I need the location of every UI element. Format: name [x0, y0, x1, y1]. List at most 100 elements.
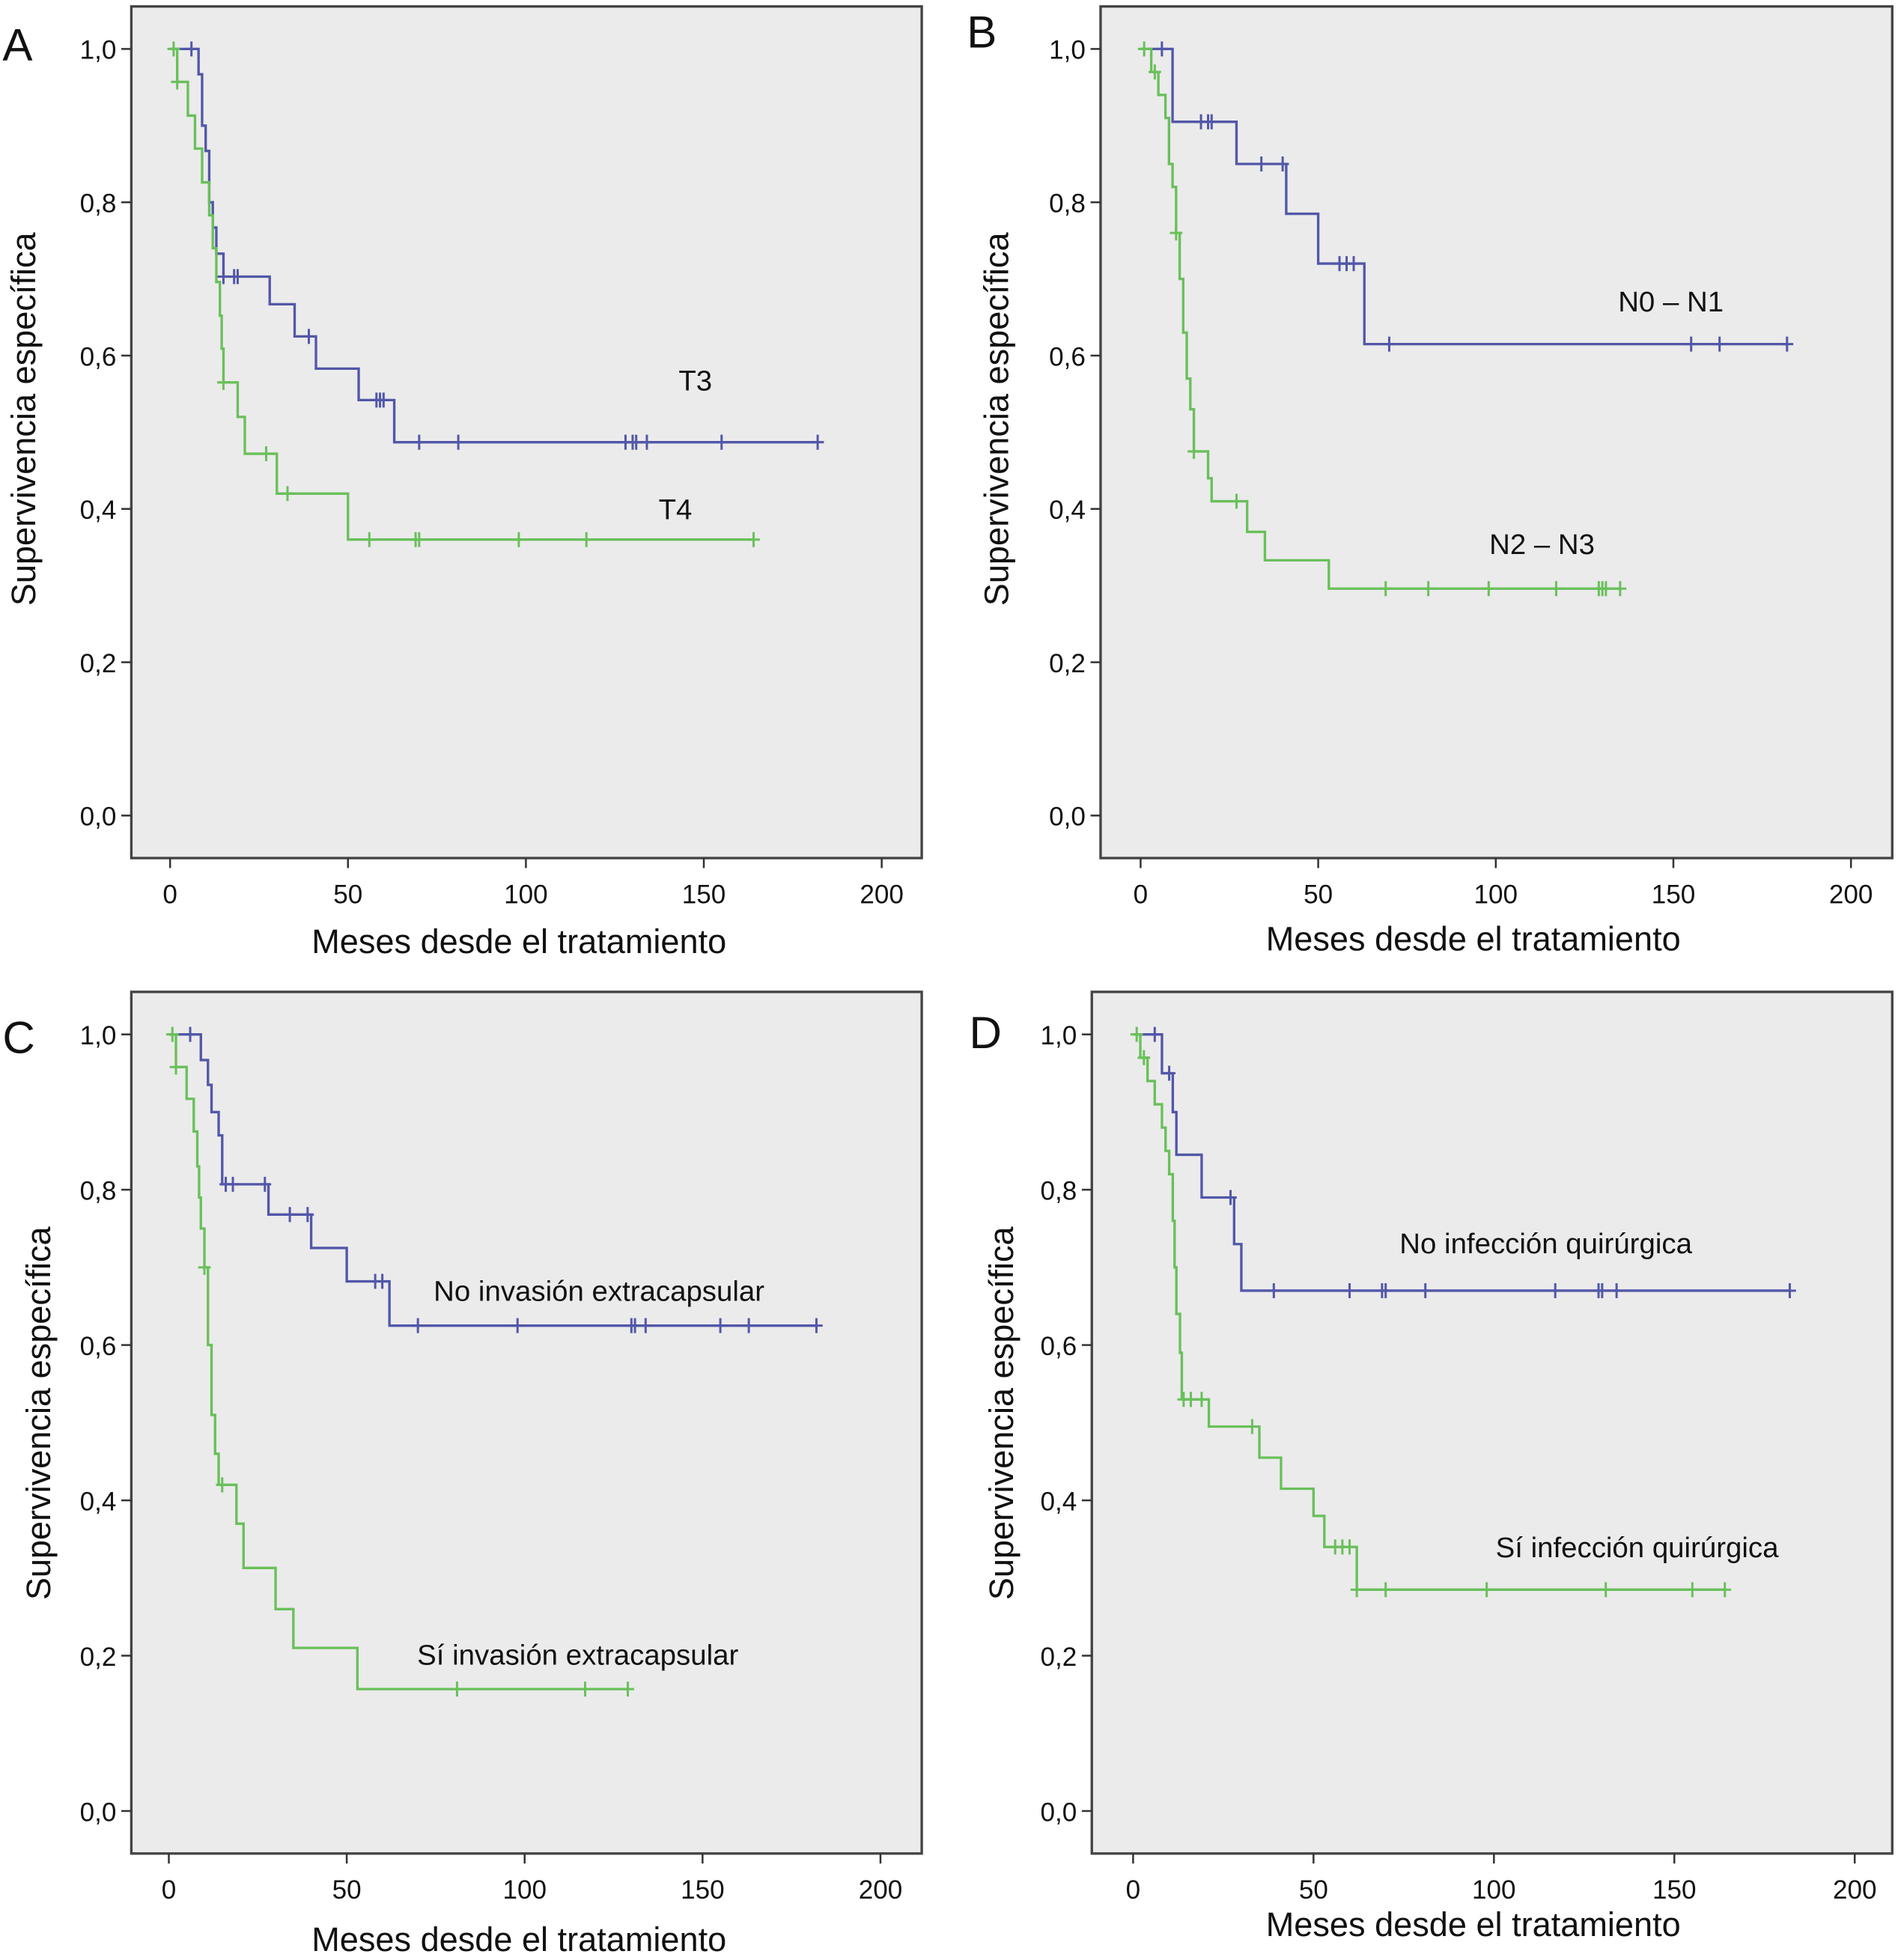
censor-mark: [198, 1259, 211, 1275]
x-tick-label: 200: [860, 880, 904, 909]
censor-mark: [715, 434, 729, 450]
panel-letter: D: [970, 1008, 1002, 1058]
y-axis-title: Supervivencia específica: [19, 1226, 58, 1600]
censor-mark: [1379, 1282, 1393, 1298]
panel-D: D 0 50 100 150 200 0,0 0,2 0,4 0,6 0,8 1,0 Meses des…: [970, 990, 1894, 1944]
censor-mark: [217, 374, 230, 390]
censor-mark: [628, 1318, 642, 1333]
censor-mark: [1184, 1392, 1197, 1407]
x-tick-label: 150: [1652, 880, 1696, 909]
censor-mark: [1383, 336, 1396, 352]
censor-mark: [630, 434, 643, 450]
censor-mark: [1149, 64, 1161, 80]
panel-A: A 0 50 100 150 200 0,0 0,2 0,4 0,6 0,8 1,0 Meses des…: [2, 4, 923, 961]
survival-curve-2: [1140, 47, 1620, 590]
curve-label: T3: [678, 365, 712, 397]
censor-mark: [1685, 1582, 1699, 1598]
y-tick-label: 0,0: [80, 803, 117, 832]
y-tick-label: 0,4: [80, 496, 117, 525]
x-tick-label: 200: [1833, 1875, 1877, 1905]
censor-mark: [1163, 1065, 1175, 1081]
x-axis-title: Meses desde el tratamiento: [1266, 1905, 1681, 1944]
censor-mark: [1599, 581, 1613, 597]
x-tick-label: 150: [682, 880, 726, 909]
censor-mark: [283, 1207, 296, 1223]
panel-C: C 0 50 100 150 200 0,0 0,2 0,4 0,6 0,8 1,0 Meses des…: [2, 990, 923, 1959]
censor-mark: [1718, 1582, 1732, 1598]
censor-mark: [1685, 336, 1698, 352]
censor-mark: [1780, 336, 1794, 352]
y-tick-label: 0,8: [1049, 189, 1086, 219]
censor-mark: [217, 269, 230, 284]
censor-mark: [1255, 156, 1268, 172]
censor-mark: [183, 1026, 197, 1042]
censor-mark: [377, 392, 390, 408]
x-tick-label: 150: [1652, 1875, 1697, 1905]
censor-mark: [362, 532, 376, 547]
curve-label: Sí infección quirúrgica: [1496, 1532, 1779, 1564]
survival-curve-2: [170, 47, 754, 541]
censor-mark: [1713, 336, 1727, 352]
censor-mark: [1205, 114, 1218, 130]
survival-curve-1: [168, 1032, 817, 1327]
censor-mark: [1276, 156, 1289, 172]
censor-mark: [1419, 1282, 1432, 1298]
censor-mark: [258, 1176, 272, 1192]
x-tick-label: 100: [502, 1875, 547, 1905]
censor-mark: [451, 434, 465, 450]
censor-mark: [1422, 581, 1435, 597]
censor-mark: [451, 1681, 463, 1697]
y-tick-label: 0,2: [1049, 649, 1086, 678]
plot-area: [130, 990, 923, 1855]
x-tick-label: 0: [162, 1875, 177, 1905]
censor-mark: [1246, 1419, 1259, 1434]
censor-mark: [281, 486, 294, 502]
x-tick-label: 0: [1126, 1875, 1141, 1905]
censor-mark: [302, 329, 315, 344]
censor-mark: [1550, 581, 1563, 597]
x-tick-label: 100: [1474, 880, 1518, 909]
censor-mark: [1783, 1282, 1796, 1298]
curve-label: No infección quirúrgica: [1399, 1228, 1692, 1260]
censor-mark: [411, 1318, 425, 1333]
censor-mark: [169, 1059, 183, 1075]
censor-mark: [185, 41, 198, 57]
plot-area: [130, 4, 923, 859]
censor-mark: [811, 434, 824, 450]
curve-label: N2 – N3: [1489, 529, 1595, 561]
censor-mark: [216, 1477, 229, 1493]
y-tick-label: 0,6: [1049, 342, 1086, 371]
x-tick-label: 200: [859, 1875, 903, 1905]
survival-curve-1: [1140, 47, 1787, 346]
censor-mark: [810, 1318, 823, 1333]
y-tick-label: 0,4: [1049, 496, 1086, 525]
panel-B: B 0 50 100 150 200 0,0 0,2 0,4 0,6 0,8 1,0 Meses des…: [967, 4, 1894, 958]
censor-mark: [512, 532, 526, 547]
y-tick-label: 0,8: [1040, 1176, 1077, 1205]
censor-mark: [640, 434, 654, 450]
censor-mark: [1137, 41, 1151, 57]
plot-area: [1099, 4, 1894, 859]
censor-mark: [1148, 1026, 1161, 1042]
panel-letter: C: [2, 1013, 34, 1063]
curve-label: No invasión extracapsular: [434, 1275, 764, 1307]
x-tick-label: 150: [681, 1875, 725, 1905]
censor-mark: [1482, 581, 1495, 597]
x-tick-label: 0: [162, 880, 177, 909]
censor-mark: [1130, 1026, 1143, 1042]
y-tick-label: 0,8: [80, 189, 117, 219]
y-tick-label: 0,0: [80, 1798, 117, 1827]
censor-mark: [639, 1318, 652, 1333]
censor-mark: [1347, 256, 1360, 272]
censor-mark: [1480, 1582, 1494, 1598]
x-tick-label: 0: [1134, 880, 1149, 909]
censor-mark: [167, 41, 180, 57]
censor-mark: [1379, 581, 1393, 597]
y-tick-label: 0,0: [1040, 1798, 1077, 1827]
panel-letter: A: [2, 19, 32, 70]
y-tick-label: 0,6: [80, 342, 117, 371]
censor-mark: [301, 1207, 314, 1223]
survival-curve-2: [1133, 1032, 1725, 1592]
censor-mark: [1267, 1282, 1280, 1298]
